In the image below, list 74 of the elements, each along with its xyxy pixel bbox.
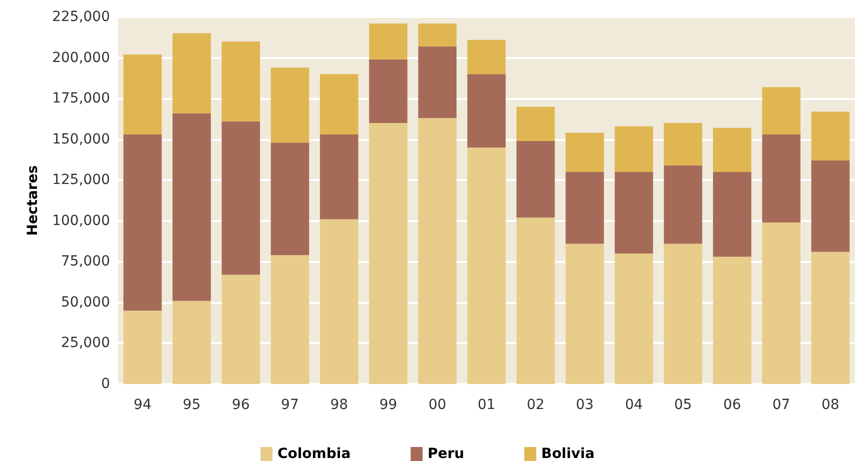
x-tick-label: 02 [526, 397, 545, 413]
bar [467, 40, 506, 74]
legend-label: Colombia [277, 446, 351, 462]
bar [418, 46, 457, 118]
bar [664, 123, 702, 166]
bar [172, 113, 211, 301]
bar [320, 134, 358, 220]
bar [516, 106, 555, 141]
x-tick-label: 05 [674, 397, 692, 413]
y-tick-label: 200,000 [52, 50, 110, 66]
x-tick-label: 00 [428, 397, 446, 413]
bar [614, 172, 654, 254]
y-tick-label: 75,000 [61, 254, 110, 270]
bar [172, 300, 211, 384]
bar [222, 274, 260, 384]
bar [467, 74, 506, 148]
bar [270, 142, 310, 256]
x-tick-label: 08 [822, 397, 840, 413]
bar [320, 219, 358, 384]
bar [566, 172, 604, 244]
bar [222, 41, 260, 122]
bar [811, 112, 850, 161]
legend-label: Bolivia [541, 446, 595, 462]
x-tick-label: 04 [624, 397, 643, 413]
y-tick-label: 125,000 [52, 172, 110, 188]
y-axis-title: Hectares [25, 165, 41, 236]
bar [762, 134, 800, 223]
x-tick-label: 95 [182, 397, 201, 413]
x-tick-label: 97 [281, 397, 299, 413]
bar [270, 68, 310, 143]
bar [369, 123, 408, 384]
x-tick-label: 07 [772, 397, 790, 413]
bar [516, 140, 555, 218]
bar [270, 255, 310, 384]
legend-label: Peru [428, 446, 464, 462]
x-tick-label: 01 [478, 397, 496, 413]
bar [762, 87, 800, 134]
y-tick-label: 100,000 [52, 212, 110, 229]
x-tick-label: 94 [134, 397, 152, 413]
bar [664, 165, 702, 244]
x-tick-label: 96 [232, 397, 250, 413]
x-tick-label: 03 [576, 397, 594, 413]
bar [811, 160, 850, 252]
y-tick-label: 50,000 [61, 294, 110, 310]
y-tick-label: 175,000 [52, 90, 110, 107]
bar [566, 132, 604, 172]
bar [614, 254, 654, 384]
bar [713, 172, 752, 257]
y-tick-label: 150,000 [52, 131, 110, 148]
bar [222, 121, 260, 275]
bar [172, 33, 211, 114]
bar [762, 222, 800, 384]
bar [664, 244, 702, 384]
bar [320, 74, 358, 134]
x-tick-label: 99 [379, 397, 398, 413]
x-tick-label: 06 [723, 397, 742, 413]
bar [713, 128, 752, 172]
bar [369, 24, 408, 60]
y-tick-label: 0 [101, 376, 110, 392]
bar [418, 118, 457, 384]
bar [418, 24, 457, 46]
bar [614, 126, 654, 172]
bar [123, 310, 162, 384]
bar [467, 147, 506, 384]
bar [713, 256, 752, 384]
y-tick-label: 25,000 [61, 335, 110, 352]
x-tick-label: 98 [330, 397, 348, 413]
bar [123, 134, 162, 311]
bar [369, 59, 408, 124]
bar [811, 252, 850, 384]
bar [123, 54, 162, 134]
bar [516, 218, 555, 384]
bar [566, 244, 604, 384]
y-tick-label: 225,000 [52, 9, 110, 25]
